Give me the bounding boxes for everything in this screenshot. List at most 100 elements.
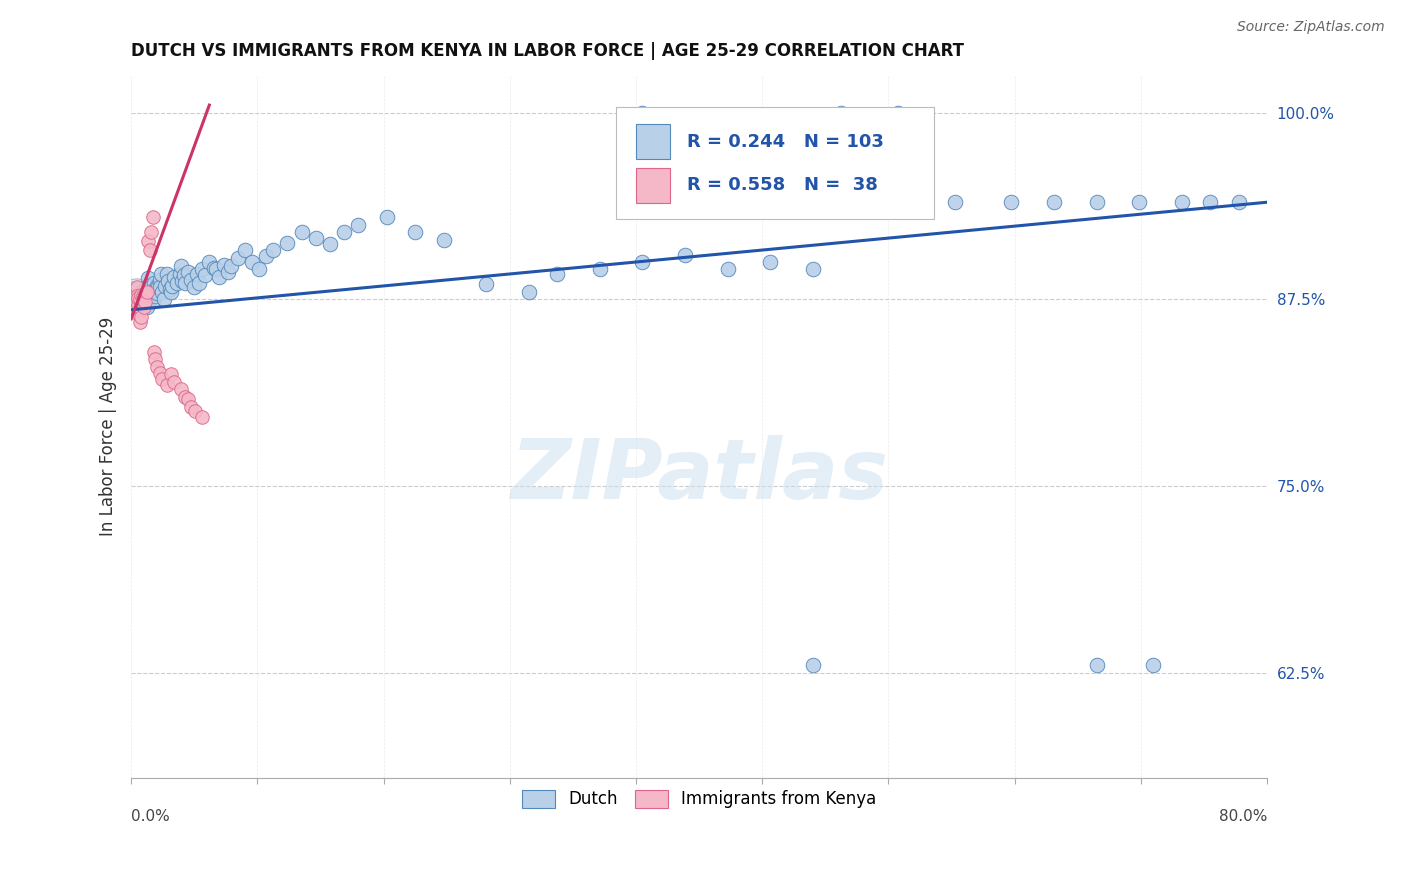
- Point: [432, 233, 454, 247]
- Point: [124, 288, 146, 302]
- Point: [150, 267, 173, 281]
- Point: [177, 392, 200, 407]
- Point: [170, 260, 193, 274]
- Point: [131, 297, 153, 311]
- Point: [208, 269, 231, 284]
- Point: [136, 271, 159, 285]
- Point: [134, 282, 156, 296]
- Point: [180, 400, 202, 414]
- Point: [124, 302, 146, 317]
- Point: [219, 260, 242, 274]
- Point: [163, 269, 186, 284]
- Point: [128, 293, 150, 307]
- Point: [136, 279, 159, 293]
- Text: R = 0.244   N = 103: R = 0.244 N = 103: [686, 133, 883, 151]
- Legend: Dutch, Immigrants from Kenya: Dutch, Immigrants from Kenya: [515, 783, 883, 815]
- Point: [131, 295, 153, 310]
- Point: [404, 225, 426, 239]
- Point: [212, 258, 235, 272]
- Point: [129, 293, 152, 307]
- Point: [124, 291, 146, 305]
- Point: [169, 267, 191, 281]
- Point: [160, 285, 183, 299]
- Point: [276, 235, 298, 250]
- Point: [546, 267, 568, 281]
- Point: [801, 262, 824, 277]
- Point: [149, 273, 172, 287]
- Point: [170, 382, 193, 396]
- Point: [138, 285, 160, 299]
- Point: [1171, 195, 1194, 210]
- Point: [163, 375, 186, 389]
- Point: [194, 268, 217, 283]
- Point: [375, 210, 398, 224]
- Point: [124, 291, 146, 305]
- Point: [1085, 195, 1108, 210]
- Point: [127, 291, 149, 305]
- Point: [1000, 195, 1022, 210]
- Point: [198, 255, 221, 269]
- Point: [166, 276, 188, 290]
- Point: [127, 291, 149, 305]
- Point: [135, 300, 157, 314]
- Point: [138, 243, 160, 257]
- Point: [156, 267, 179, 281]
- Point: [125, 289, 148, 303]
- Text: ZIPatlas: ZIPatlas: [510, 435, 889, 516]
- Point: [146, 279, 169, 293]
- Point: [183, 280, 205, 294]
- Point: [153, 293, 176, 307]
- Point: [132, 298, 155, 312]
- Point: [149, 280, 172, 294]
- Point: [134, 289, 156, 303]
- Point: [141, 286, 163, 301]
- Point: [134, 288, 156, 302]
- Point: [333, 225, 356, 239]
- Point: [186, 267, 208, 281]
- FancyBboxPatch shape: [636, 124, 669, 160]
- Point: [801, 658, 824, 673]
- Point: [188, 276, 211, 290]
- Point: [143, 284, 166, 298]
- Point: [631, 255, 654, 269]
- Point: [631, 105, 654, 120]
- Point: [673, 247, 696, 261]
- Point: [1227, 195, 1250, 210]
- Point: [180, 273, 202, 287]
- Point: [148, 280, 170, 294]
- Point: [134, 297, 156, 311]
- Point: [135, 293, 157, 307]
- Point: [233, 243, 256, 257]
- Point: [141, 293, 163, 308]
- Point: [128, 315, 150, 329]
- Point: [305, 231, 328, 245]
- Point: [127, 307, 149, 321]
- Point: [226, 251, 249, 265]
- Point: [159, 282, 181, 296]
- Point: [122, 288, 145, 302]
- Text: Source: ZipAtlas.com: Source: ZipAtlas.com: [1237, 20, 1385, 34]
- Point: [149, 366, 172, 380]
- Point: [143, 276, 166, 290]
- Point: [1043, 195, 1066, 210]
- Point: [146, 286, 169, 301]
- Point: [152, 285, 174, 299]
- Point: [475, 277, 498, 292]
- Point: [177, 265, 200, 279]
- Point: [157, 275, 180, 289]
- Point: [132, 300, 155, 314]
- Point: [887, 105, 910, 120]
- Point: [901, 195, 924, 210]
- Point: [129, 285, 152, 299]
- Point: [124, 293, 146, 308]
- FancyBboxPatch shape: [636, 168, 669, 203]
- Point: [145, 289, 167, 303]
- Point: [716, 262, 738, 277]
- Point: [139, 288, 162, 302]
- Point: [143, 344, 166, 359]
- Point: [830, 105, 852, 120]
- Point: [128, 301, 150, 316]
- Point: [141, 210, 163, 224]
- Point: [132, 291, 155, 305]
- Point: [943, 195, 966, 210]
